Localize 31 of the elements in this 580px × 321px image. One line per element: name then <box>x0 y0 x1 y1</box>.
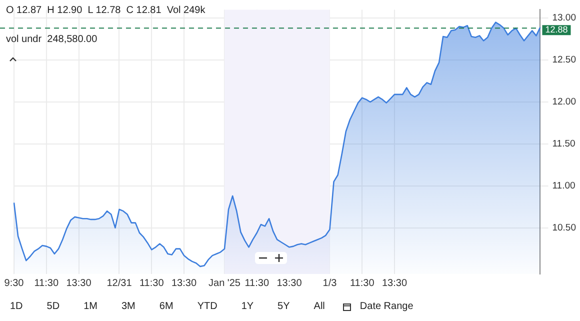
y-tick-label: 11.00 <box>552 180 576 192</box>
text: 5D <box>46 300 61 314</box>
text: 1M <box>82 300 98 314</box>
ref-line-label: 12.88 <box>545 24 568 35</box>
text: vol undr 248,580.00 <box>6 34 98 45</box>
y-tick-label: 12.50 <box>552 54 576 66</box>
x-tick-label: 11:30 <box>34 278 59 289</box>
x-tick-label: 13:30 <box>171 278 197 289</box>
text: 1Y <box>240 300 255 314</box>
x-tick-label: Jan '25 <box>208 278 241 289</box>
y-tick-label: 10.50 <box>552 222 576 234</box>
y-tick-label: 12.00 <box>552 96 576 108</box>
x-tick-label: 9:30 <box>4 278 24 289</box>
text: 6M <box>158 300 174 314</box>
text: All <box>312 300 326 314</box>
text: 1D <box>9 300 24 314</box>
text: YTD <box>196 300 218 314</box>
x-tick-label: 13:30 <box>382 278 408 289</box>
x-tick-label: 13:30 <box>276 278 302 289</box>
text: 3M <box>120 300 136 314</box>
y-tick-label: 13.00 <box>552 12 576 24</box>
x-tick-label: 1/3 <box>322 278 338 289</box>
x-tick-label: 13:30 <box>66 278 92 289</box>
y-tick-label: 11.50 <box>552 138 576 150</box>
text: Date Range <box>358 300 414 314</box>
chart-title: O 12.87 H 12.90 L 12.78 C 12.81 Vol 249k <box>6 5 206 16</box>
x-tick-label: 12/31 <box>106 278 132 289</box>
x-tick-label: 11:30 <box>350 278 375 289</box>
x-tick-label: 11:30 <box>244 278 270 289</box>
x-tick-label: 11:30 <box>139 278 164 289</box>
text: 5Y <box>276 300 291 314</box>
